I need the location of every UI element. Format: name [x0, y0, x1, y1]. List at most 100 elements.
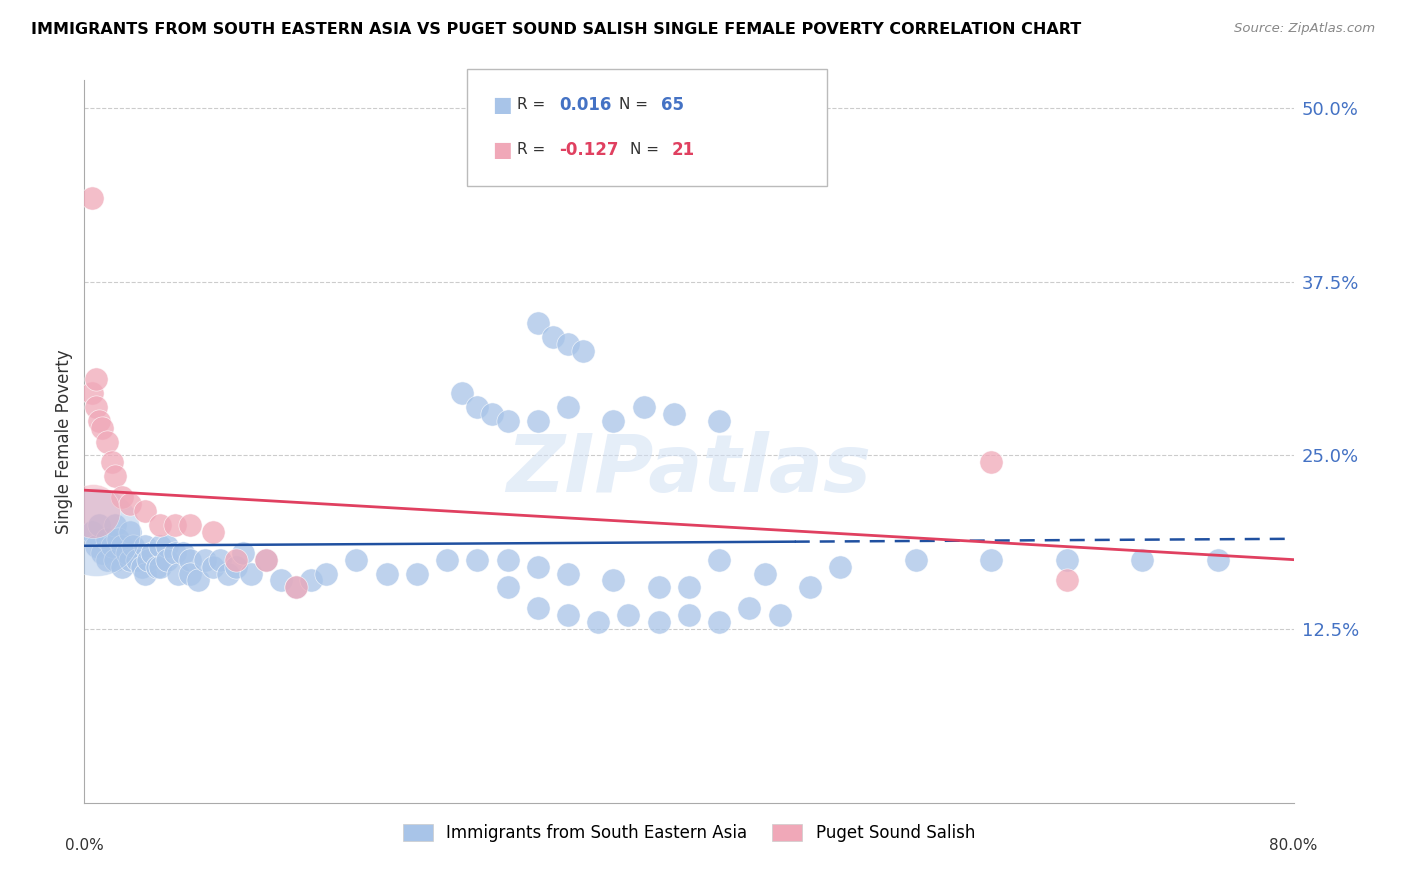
- Point: [96, 532, 118, 546]
- Point: [141, 546, 163, 560]
- Point: [104, 552, 127, 566]
- Point: [111, 490, 134, 504]
- Point: [91, 420, 114, 434]
- Point: [496, 414, 519, 428]
- Point: [678, 608, 700, 623]
- Point: [799, 581, 821, 595]
- Point: [80, 191, 103, 205]
- Point: [121, 539, 143, 553]
- Point: [709, 615, 731, 630]
- Point: [451, 385, 474, 400]
- Point: [557, 608, 579, 623]
- Point: [346, 552, 368, 566]
- Point: [156, 552, 179, 566]
- Point: [496, 581, 519, 595]
- Point: [527, 317, 550, 331]
- Point: [156, 539, 179, 553]
- Point: [80, 385, 103, 400]
- Point: [1206, 552, 1229, 566]
- Point: [194, 552, 217, 566]
- Text: 65: 65: [661, 95, 683, 113]
- Point: [830, 559, 852, 574]
- Point: [118, 552, 141, 566]
- Point: [111, 539, 134, 553]
- Point: [527, 601, 550, 615]
- Point: [315, 566, 337, 581]
- Point: [165, 546, 187, 560]
- Point: [557, 400, 579, 414]
- Point: [769, 608, 792, 623]
- Point: [104, 469, 127, 483]
- Point: [375, 566, 398, 581]
- Point: [527, 559, 550, 574]
- Point: [285, 581, 308, 595]
- Point: [86, 524, 108, 539]
- Point: [709, 414, 731, 428]
- Point: [285, 581, 308, 595]
- Point: [209, 552, 232, 566]
- Text: ZIPatlas: ZIPatlas: [506, 432, 872, 509]
- Text: N =: N =: [630, 142, 664, 157]
- Point: [134, 539, 156, 553]
- Point: [201, 559, 224, 574]
- Point: [557, 566, 579, 581]
- Point: [167, 566, 190, 581]
- Point: [82, 504, 104, 518]
- Text: 0.016: 0.016: [560, 95, 612, 113]
- Point: [239, 566, 262, 581]
- Point: [149, 517, 172, 532]
- Point: [633, 400, 655, 414]
- Point: [89, 414, 111, 428]
- Point: [96, 434, 118, 449]
- Point: [709, 552, 731, 566]
- Point: [648, 615, 671, 630]
- Text: R =: R =: [517, 142, 551, 157]
- Y-axis label: Single Female Poverty: Single Female Poverty: [55, 350, 73, 533]
- Legend: Immigrants from South Eastern Asia, Puget Sound Salish: Immigrants from South Eastern Asia, Puge…: [396, 817, 981, 848]
- Point: [179, 566, 201, 581]
- Point: [557, 337, 579, 351]
- Text: 80.0%: 80.0%: [1270, 838, 1317, 853]
- Text: -0.127: -0.127: [560, 141, 619, 159]
- Point: [91, 546, 114, 560]
- Point: [904, 552, 927, 566]
- Point: [217, 566, 239, 581]
- Point: [134, 566, 156, 581]
- Point: [541, 330, 564, 344]
- Point: [104, 517, 127, 532]
- Text: ■: ■: [492, 95, 512, 114]
- Point: [648, 581, 671, 595]
- Point: [572, 344, 595, 359]
- Point: [754, 566, 776, 581]
- Point: [527, 414, 550, 428]
- Point: [80, 524, 103, 539]
- Point: [146, 559, 169, 574]
- Point: [179, 517, 201, 532]
- Point: [165, 517, 187, 532]
- Point: [588, 615, 610, 630]
- Point: [254, 552, 277, 566]
- Point: [107, 532, 129, 546]
- Point: [406, 566, 429, 581]
- Point: [136, 552, 159, 566]
- Point: [602, 414, 624, 428]
- Point: [1130, 552, 1153, 566]
- Text: 0.0%: 0.0%: [65, 838, 104, 853]
- Point: [270, 574, 292, 588]
- Point: [225, 559, 247, 574]
- Point: [467, 552, 489, 566]
- Point: [111, 559, 134, 574]
- Point: [481, 407, 503, 421]
- Point: [1056, 574, 1078, 588]
- Point: [436, 552, 458, 566]
- Text: ■: ■: [492, 140, 512, 160]
- Point: [980, 552, 1002, 566]
- Text: N =: N =: [619, 97, 652, 112]
- Point: [131, 559, 153, 574]
- Point: [225, 552, 247, 566]
- Point: [118, 524, 141, 539]
- Point: [678, 581, 700, 595]
- Point: [496, 552, 519, 566]
- Point: [86, 539, 108, 553]
- Point: [232, 546, 254, 560]
